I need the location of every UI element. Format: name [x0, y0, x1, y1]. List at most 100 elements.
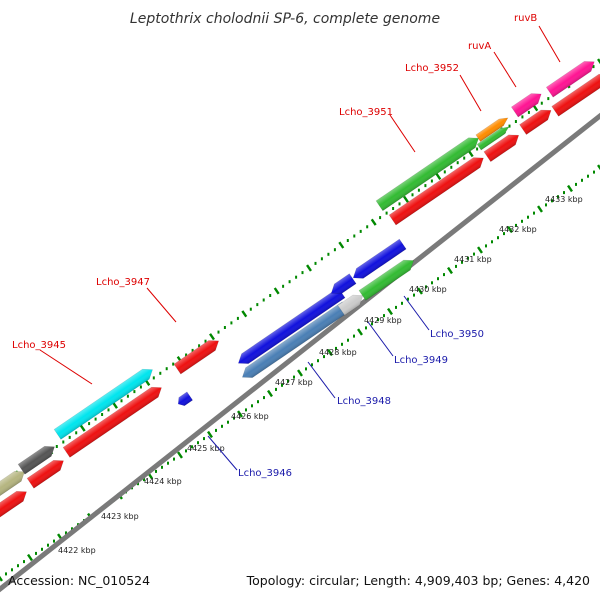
callout-leader: [389, 114, 416, 153]
tick-bottom: [257, 400, 259, 404]
cds-ruva[interactable]: [519, 105, 555, 135]
kbp-label: 4429 kbp: [364, 316, 402, 325]
tick-bottom: [455, 264, 457, 268]
gene-lcho-3949[interactable]: [328, 273, 357, 299]
cds-lcho-3952[interactable]: [483, 130, 522, 163]
kbp-label: 4430 kbp: [409, 285, 447, 294]
tick-top: [75, 431, 78, 435]
tick-bottom: [281, 383, 283, 387]
gene-lcho-3952[interactable]: [475, 115, 510, 142]
tick-top: [301, 271, 304, 275]
gene-label-lcho-3947[interactable]: Lcho_3947: [96, 277, 150, 288]
tick-top: [288, 280, 291, 284]
tick-top: [411, 193, 414, 197]
gene-lcho-3950[interactable]: [350, 238, 407, 283]
tick-top: [79, 424, 86, 432]
tick-top: [359, 229, 362, 233]
cds-lcho-3945[interactable]: [62, 383, 165, 458]
gene-gray[interactable]: [17, 442, 58, 475]
callout-leader: [39, 349, 93, 385]
gene-label-lcho-3950[interactable]: Lcho_3950: [430, 329, 484, 340]
gene-olive[interactable]: [0, 467, 28, 500]
gene-lcho-3952-b[interactable]: [476, 124, 511, 151]
gene-label-lcho-3952[interactable]: Lcho_3952: [405, 63, 459, 74]
tick-bottom: [293, 375, 295, 379]
gene-lcho-3946[interactable]: [175, 391, 194, 408]
tick-bottom: [503, 232, 505, 236]
cds-lcho-3951[interactable]: [388, 153, 487, 226]
cds-lcho-3947[interactable]: [173, 336, 222, 375]
callout-leader: [146, 287, 177, 323]
tick-top: [204, 339, 207, 343]
cds-ruvb[interactable]: [551, 70, 600, 117]
tick-bottom: [143, 478, 145, 482]
tick-bottom: [447, 266, 453, 275]
tick-top: [540, 101, 543, 105]
tick-bottom: [357, 328, 363, 336]
tick-top: [236, 316, 239, 320]
tick-bottom: [287, 379, 289, 383]
gene-label-lcho-3946[interactable]: Lcho_3946: [238, 468, 292, 479]
tick-bottom: [587, 174, 589, 178]
tick-bottom: [23, 560, 25, 564]
tick-top: [306, 264, 312, 272]
callout-leader: [403, 295, 430, 331]
gene-label-lcho-3948[interactable]: Lcho_3948: [337, 396, 391, 407]
backbone-axis: [0, 112, 600, 593]
tick-top: [230, 321, 233, 325]
tick-top: [456, 161, 459, 165]
tick-bottom: [527, 215, 529, 219]
tick-top: [379, 216, 382, 220]
tick-bottom: [371, 322, 373, 326]
tick-top: [370, 218, 377, 226]
tick-bottom: [185, 449, 187, 453]
tick-top: [463, 156, 466, 160]
tick-bottom: [461, 260, 463, 264]
gene-label-ruvb[interactable]: ruvB: [514, 13, 537, 24]
gene-lcho-3951[interactable]: [375, 133, 482, 212]
tick-bottom: [227, 420, 229, 424]
tick-bottom: [311, 363, 313, 367]
tick-top: [450, 165, 453, 169]
gene-label-lcho-3951[interactable]: Lcho_3951: [339, 107, 393, 118]
tick-top: [269, 294, 272, 297]
tick-bottom: [425, 285, 427, 289]
tick-top: [185, 353, 188, 357]
kbp-label: 4432 kbp: [499, 225, 537, 234]
gene-lcho-3948-b[interactable]: [239, 301, 350, 382]
tick-bottom: [17, 564, 19, 568]
tick-top: [592, 65, 595, 69]
tick-bottom: [521, 219, 523, 223]
tick-bottom: [263, 396, 265, 400]
tick-top: [333, 248, 336, 252]
tick-bottom: [377, 318, 379, 322]
gene-ruvb[interactable]: [545, 57, 597, 98]
tick-bottom: [137, 482, 139, 486]
gene-label-lcho-3945[interactable]: Lcho_3945: [12, 340, 66, 351]
tick-bottom: [413, 293, 415, 297]
tick-top: [94, 417, 97, 421]
cds-lcho-3944[interactable]: [0, 487, 30, 520]
tick-bottom: [491, 240, 493, 244]
tick-bottom: [417, 287, 423, 295]
kbp-label: 4422 kbp: [58, 546, 96, 555]
gene-ruva[interactable]: [510, 89, 544, 118]
cds-lcho-3944b[interactable]: [26, 456, 67, 489]
callout-leader: [207, 435, 238, 471]
tick-bottom: [323, 355, 325, 359]
tick-top: [55, 445, 58, 448]
gene-label-lcho-3949[interactable]: Lcho_3949: [394, 355, 448, 366]
tick-top: [209, 333, 215, 341]
kbp-label: 4423 kbp: [101, 512, 139, 521]
tick-bottom: [0, 574, 3, 582]
gene-lcho-3948[interactable]: [235, 287, 346, 368]
tick-bottom: [387, 307, 393, 316]
gene-lcho-3950-b[interactable]: [358, 256, 417, 301]
tick-bottom: [5, 572, 7, 576]
gene-lcho-3949-b[interactable]: [337, 291, 366, 316]
gene-label-ruva[interactable]: ruvA: [468, 41, 491, 52]
gene-lcho-3945[interactable]: [53, 365, 156, 440]
kbp-label: 4426 kbp: [231, 412, 269, 421]
tick-top: [338, 241, 345, 249]
